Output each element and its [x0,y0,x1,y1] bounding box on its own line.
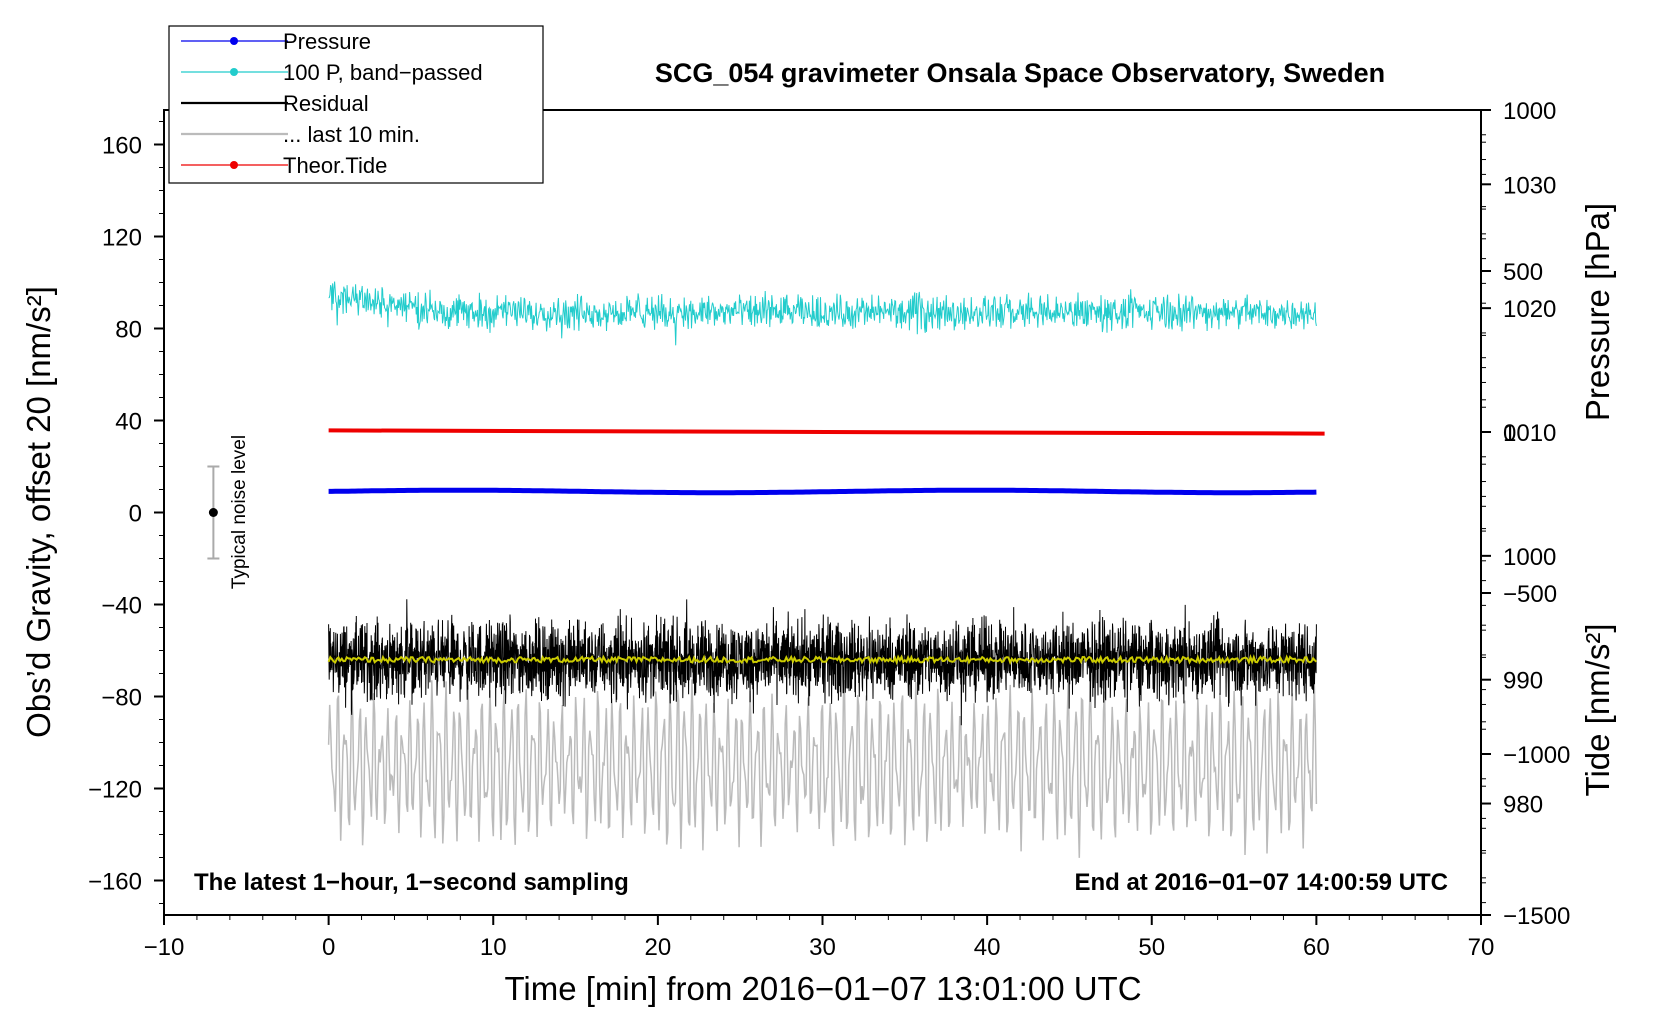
y-tide-tick-label: 500 [1503,259,1543,286]
legend-box [168,25,544,184]
x-tick-label: 10 [480,934,507,961]
y-axis-label-tide: Tide [nm/s²] [1579,624,1616,797]
legend-label: ... last 10 min. [283,122,420,147]
y-tide-tick-label: −500 [1503,581,1557,608]
y-left-tick-label: 80 [115,317,142,344]
y-pressure-tick-label: 1030 [1503,172,1556,199]
y-pressure-tick-label: 990 [1503,668,1543,695]
y-left-tick-label: −120 [88,777,142,804]
x-tick-label: −10 [144,934,185,961]
x-tick-label: 70 [1468,934,1495,961]
x-tick-label: 0 [322,934,335,961]
y-tide-tick-label: 0 [1503,420,1516,447]
x-tick-label: 30 [809,934,836,961]
x-tick-label: 50 [1138,934,1165,961]
legend: Pressure 100 P, band−passed Residual ... la… [168,25,544,184]
y-tide-tick-label: −1500 [1503,903,1570,930]
y-left-tick-label: 160 [102,133,142,160]
legend-marker [230,37,238,45]
series [327,281,1325,858]
series-residual-line [328,599,1317,726]
y-pressure-tick-label: 1000 [1503,544,1556,571]
ticks: −10 0 10 20 30 40 50 60 7016012080400−40−80−120−… [88,98,1570,961]
legend-label: 100 P, band−passed [283,60,483,85]
legend-label: Residual [283,91,369,116]
y-left-tick-label: 120 [102,225,142,252]
x-tick-label: 60 [1303,934,1330,961]
noise-bar-center [208,508,218,517]
y-left-tick-label: 40 [115,409,142,436]
y-left-tick-label: −80 [101,685,142,712]
y-pressure-tick-label: 980 [1503,792,1543,819]
y-tide-tick-label: −1000 [1503,742,1570,769]
chart-title: SCG_054 gravimeter Onsala Space Observat… [655,58,1385,88]
series-last-10-min-line [327,678,1318,858]
legend-label: Theor.Tide [283,153,387,178]
legend-marker [230,68,238,76]
y-tide-tick-label: 1000 [1503,98,1556,125]
legend-label: Pressure [283,29,371,54]
y-left-tick-label: −40 [101,593,142,620]
series-residual-smoothed-line [327,653,1318,666]
x-axis-label: Time [min] from 2016−01−07 13:01:00 UTC [504,970,1141,1007]
y-left-tick-label: 0 [129,501,142,528]
note-right: End at 2016−01−07 14:00:59 UTC [1074,869,1448,896]
x-tick-label: 40 [974,934,1001,961]
noise-label: Typical noise level [229,435,250,589]
y-pressure-tick-label: 1020 [1503,296,1556,323]
legend-marker [230,161,238,169]
y-left-tick-label: −160 [88,869,142,896]
x-tick-label: 20 [645,934,672,961]
series-band-passed-line [328,281,1317,346]
y-pressure-tick-label: 1010 [1503,420,1556,447]
series-theor-tide-line [328,428,1325,436]
series-pressure-line [328,487,1317,496]
y-axis-label-pressure: Pressure [hPa] [1579,203,1616,421]
note-left: The latest 1−hour, 1−second sampling [194,869,629,896]
y-axis-label-left: Obs’d Gravity, offset 20 [nm/s²] [20,286,57,738]
noise-bar [207,465,220,560]
